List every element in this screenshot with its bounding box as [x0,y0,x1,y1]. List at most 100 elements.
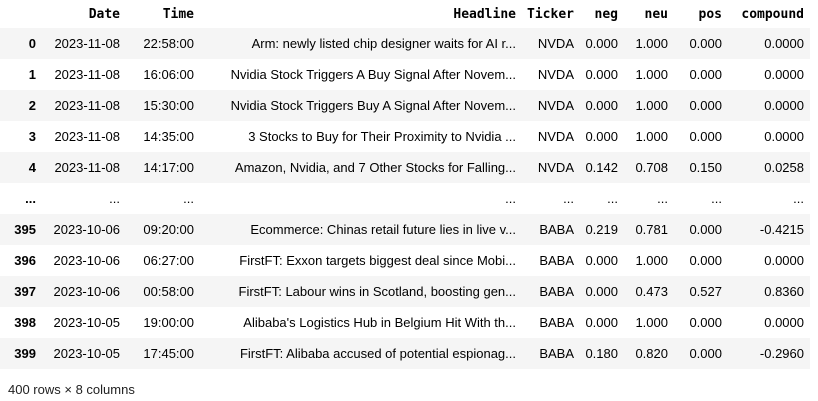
cell-compound: 0.8360 [764,284,804,299]
table-row: 396 2023-10-06 06:27:00 FirstFT: Exxon t… [0,245,810,276]
cell-date: 2023-10-05 [53,315,121,330]
cell-headline: FirstFT: Alibaba accused of potential es… [239,346,516,361]
cell-headline: Alibaba's Logistics Hub in Belgium Hit W… [243,315,516,330]
cell-date: 2023-11-08 [54,36,120,51]
cell-pos: ... [711,191,722,206]
cell-time: 14:17:00 [143,160,194,175]
cell-date: 2023-11-08 [54,160,120,175]
cell-date: 2023-10-06 [53,284,121,299]
cell-time: 22:58:00 [143,36,194,51]
cell-time: 15:30:00 [143,98,194,113]
header-ticker: Ticker [527,6,574,22]
row-index: 1 [28,67,36,82]
cell-neg: 0.000 [585,129,618,144]
cell-neg: 0.219 [585,222,618,237]
table-row: 0 2023-11-08 22:58:00 Arm: newly listed … [0,28,810,59]
row-index: 396 [14,253,36,268]
cell-compound: 0.0000 [764,129,804,144]
row-index: ... [25,191,36,206]
header-neg: neg [594,6,618,22]
cell-date: 2023-10-05 [53,346,121,361]
cell-neu: 0.473 [635,284,668,299]
cell-headline: Nvidia Stock Triggers A Buy Signal After… [230,67,516,82]
cell-headline: 3 Stocks to Buy for Their Proximity to N… [248,129,516,144]
cell-neg: 0.000 [585,284,618,299]
cell-time: 16:06:00 [143,67,194,82]
cell-compound: 0.0000 [764,98,804,113]
cell-ticker: NVDA [537,36,574,51]
cell-compound: 0.0000 [764,253,804,268]
cell-ticker: NVDA [537,98,574,113]
table-shape-summary: 400 rows × 8 columns [8,382,135,397]
cell-headline: Ecommerce: Chinas retail future lies in … [250,222,516,237]
cell-date: 2023-10-06 [53,253,121,268]
cell-compound: 0.0000 [764,67,804,82]
cell-neg: 0.000 [585,253,618,268]
cell-headline: FirstFT: Labour wins in Scotland, boosti… [238,284,516,299]
row-index: 2 [28,98,36,113]
cell-time: 17:45:00 [143,346,194,361]
cell-time: 19:00:00 [143,315,194,330]
header-time: Time [162,6,194,22]
header-row: Date Time Headline Ticker neg neu pos co… [0,0,810,28]
cell-ticker: BABA [539,222,574,237]
header-headline: Headline [453,6,516,22]
cell-time: ... [183,191,194,206]
cell-neu: 1.000 [635,315,668,330]
cell-pos: 0.000 [689,253,722,268]
table-body: 0 2023-11-08 22:58:00 Arm: newly listed … [0,28,810,369]
cell-neg: 0.142 [585,160,618,175]
cell-neu: 1.000 [635,253,668,268]
cell-pos: 0.000 [689,129,722,144]
header-index [0,0,40,28]
cell-headline: ... [505,191,516,206]
cell-date: ... [109,191,120,206]
row-index: 0 [28,36,36,51]
cell-time: 00:58:00 [143,284,194,299]
cell-headline: FirstFT: Exxon targets biggest deal sinc… [239,253,516,268]
cell-pos: 0.000 [689,36,722,51]
row-index: 399 [14,346,36,361]
header-neu: neu [644,6,668,22]
row-index: 398 [14,315,36,330]
dataframe-table: Date Time Headline Ticker neg neu pos co… [0,0,810,369]
cell-pos: 0.000 [689,98,722,113]
cell-neg: ... [607,191,618,206]
cell-neu: 1.000 [635,67,668,82]
cell-pos: 0.000 [689,67,722,82]
cell-neg: 0.000 [585,315,618,330]
cell-neu: 0.708 [635,160,668,175]
cell-compound: ... [793,191,804,206]
cell-date: 2023-11-08 [54,129,120,144]
cell-ticker: BABA [539,284,574,299]
table-header: Date Time Headline Ticker neg neu pos co… [0,0,810,28]
cell-neu: ... [657,191,668,206]
cell-neu: 1.000 [635,129,668,144]
cell-neu: 0.820 [635,346,668,361]
row-index: 397 [14,284,36,299]
header-compound: compound [741,6,804,22]
cell-compound: -0.2960 [759,346,804,361]
table-row: 397 2023-10-06 00:58:00 FirstFT: Labour … [0,276,810,307]
cell-pos: 0.000 [689,315,722,330]
cell-time: 09:20:00 [143,222,194,237]
cell-ticker: NVDA [537,129,574,144]
cell-ticker: ... [563,191,574,206]
table-row: 395 2023-10-06 09:20:00 Ecommerce: China… [0,214,810,245]
cell-ticker: BABA [539,346,574,361]
cell-time: 14:35:00 [143,129,194,144]
table-row: 1 2023-11-08 16:06:00 Nvidia Stock Trigg… [0,59,810,90]
cell-neg: 0.000 [585,67,618,82]
cell-headline: Amazon, Nvidia, and 7 Other Stocks for F… [234,160,516,175]
cell-compound: -0.4215 [759,222,804,237]
cell-compound: 0.0258 [764,160,804,175]
row-index: 3 [28,129,36,144]
cell-neu: 1.000 [635,98,668,113]
cell-pos: 0.000 [689,346,722,361]
cell-neu: 1.000 [635,36,668,51]
cell-date: 2023-11-08 [54,98,120,113]
cell-date: 2023-10-06 [53,222,121,237]
header-date: Date [88,6,120,22]
table-row-ellipsis: ... ... ... ... ... ... ... ... ... [0,183,810,214]
cell-time: 06:27:00 [143,253,194,268]
